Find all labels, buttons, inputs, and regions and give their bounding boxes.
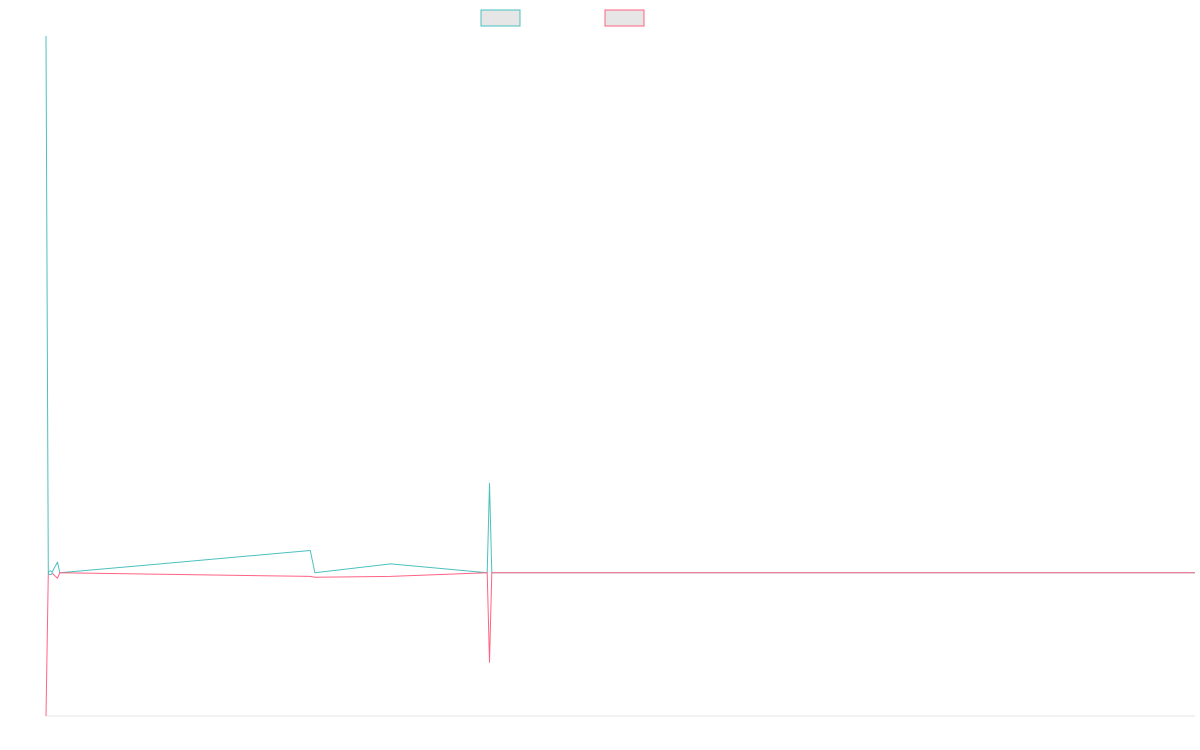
series-layer xyxy=(45,35,1195,717)
series-line-2 xyxy=(45,572,1195,717)
legend-swatch-1[interactable] xyxy=(480,9,521,27)
series-point-marker xyxy=(47,570,53,576)
series-line-1 xyxy=(45,35,1195,574)
legend xyxy=(480,9,645,27)
legend-swatch-2[interactable] xyxy=(604,9,645,27)
